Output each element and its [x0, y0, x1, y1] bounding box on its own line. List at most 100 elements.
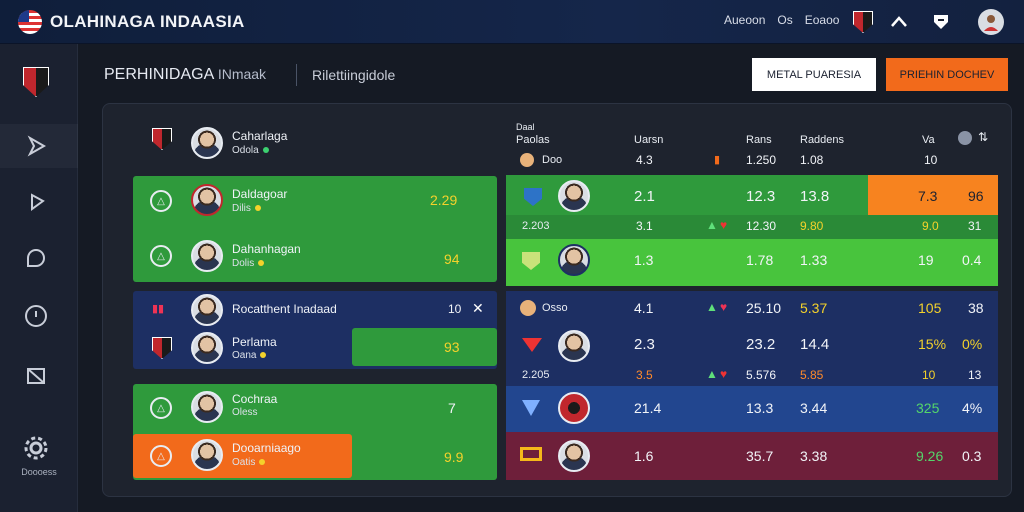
cell: 23.2 [746, 336, 776, 353]
top-links: Aueoon Os Eoaoo [724, 13, 839, 27]
cell: 5.85 [800, 368, 824, 382]
sidebar-chat-icon[interactable] [20, 242, 52, 274]
sidebar-music-icon[interactable] [20, 186, 52, 218]
team-crest-icon [152, 128, 172, 150]
settings-label: Doooess [21, 467, 57, 477]
player-value: 10 [448, 302, 462, 316]
up-arrow-icon: ▲ [706, 300, 718, 314]
cell: 38 [968, 300, 984, 316]
header-divider [296, 64, 297, 86]
header-tab[interactable]: Rilettiingidole [312, 67, 396, 83]
player-rating: 93 [444, 339, 460, 355]
highlight-cell [868, 175, 998, 215]
up-arrow-icon: ▲ [706, 218, 718, 232]
info-icon[interactable] [958, 131, 972, 145]
cell: 5.37 [800, 300, 828, 316]
sidebar-clock-icon[interactable] [20, 300, 52, 332]
cell: 96 [968, 188, 984, 204]
col-header[interactable]: Rans [746, 134, 772, 146]
cell: 2.3 [634, 336, 655, 353]
cell: 21.4 [634, 400, 662, 416]
shield-icon[interactable] [928, 9, 954, 35]
filter-icon[interactable]: ⇅ [978, 130, 989, 144]
sidebar-crest-icon[interactable] [20, 66, 52, 98]
avatar [191, 184, 223, 216]
cell: 13.3 [746, 400, 774, 416]
add-icon[interactable]: △ [150, 190, 172, 212]
cell: 0.3 [962, 448, 982, 464]
sidebar: Doooess [0, 44, 78, 512]
user-avatar-icon[interactable] [978, 9, 1004, 35]
cell: 10 [924, 153, 938, 167]
cell: 19 [918, 252, 934, 268]
player-rating: 94 [444, 251, 460, 267]
player-name: Caharlaga [232, 129, 288, 143]
cell: 1.33 [800, 252, 828, 268]
app-title: OLAHINAGA INDAASIA [50, 12, 245, 31]
cell: 3.5 [636, 368, 653, 382]
top-link[interactable]: Eoaoo [804, 13, 840, 27]
cell: 3.1 [636, 219, 653, 233]
team-icon [520, 300, 536, 316]
add-icon[interactable]: △ [150, 245, 172, 267]
avatar [558, 330, 590, 362]
sidebar-mail-icon[interactable] [20, 360, 52, 392]
top-link[interactable]: Aueoon [724, 13, 766, 27]
row-label: Doo [542, 154, 563, 166]
flag-icon [18, 10, 42, 34]
cell: 1.78 [746, 252, 774, 268]
cell: 1.6 [634, 448, 654, 464]
add-icon[interactable]: △ [150, 445, 172, 467]
cell: 9.26 [916, 448, 944, 464]
row-label: 2.203 [522, 220, 550, 232]
secondary-button[interactable]: METAL PUARESIA [752, 58, 876, 91]
team-badge-icon [520, 447, 542, 461]
top-link[interactable]: Os [777, 13, 793, 27]
col-header[interactable]: Raddens [800, 134, 845, 146]
trend-icon: ♥ [720, 300, 728, 314]
avatar [191, 439, 223, 471]
cell: 0.4 [962, 252, 982, 268]
cell: 12.30 [746, 219, 777, 233]
col-header[interactable]: Paolas [516, 134, 550, 146]
cell: 13.8 [800, 188, 830, 205]
cell: 0% [962, 336, 983, 352]
add-icon[interactable]: △ [150, 397, 172, 419]
settings-gear-icon[interactable] [20, 432, 52, 464]
cell: 13 [968, 368, 982, 382]
cell: 9.0 [922, 219, 939, 233]
team-crest-icon [522, 252, 540, 270]
cell: 15% [918, 336, 947, 352]
player-name: Dahanhagan [232, 242, 301, 256]
table-subrow [506, 215, 998, 239]
cell: 14.4 [800, 336, 830, 353]
player-meta: Dilis [232, 203, 261, 214]
highlight-cell [352, 328, 497, 366]
col-header[interactable]: Uarsn [634, 134, 664, 146]
team-icon [520, 153, 534, 167]
cell: 325 [916, 400, 940, 416]
cell: 25.10 [746, 300, 782, 316]
player-value: 7 [448, 400, 456, 416]
share-icon[interactable] [886, 9, 912, 35]
col-header-top: Daal [516, 122, 535, 132]
cell: 105 [918, 300, 942, 316]
page-title-sub: INmaak [217, 66, 267, 82]
primary-button[interactable]: PRIEHIN DOCHEV [886, 58, 1008, 91]
team-badge-icon: ▮▮ [152, 303, 165, 315]
up-arrow-icon: ▲ [706, 367, 718, 381]
row-label: 2.205 [522, 369, 550, 381]
sidebar-play-icon[interactable] [0, 124, 78, 168]
col-header[interactable]: Va [922, 134, 935, 146]
cell: 5.576 [746, 368, 777, 382]
player-meta: Oatis [232, 457, 266, 468]
avatar [191, 332, 223, 364]
cell: 31 [968, 219, 982, 233]
avatar [191, 391, 223, 423]
club-crest-icon[interactable] [850, 9, 876, 35]
team-crest-icon [524, 188, 542, 206]
cell: 10 [922, 368, 936, 382]
player-rating: 2.29 [430, 192, 458, 208]
player-name: Cochraa [232, 392, 278, 406]
close-icon[interactable]: ✕ [472, 300, 484, 316]
